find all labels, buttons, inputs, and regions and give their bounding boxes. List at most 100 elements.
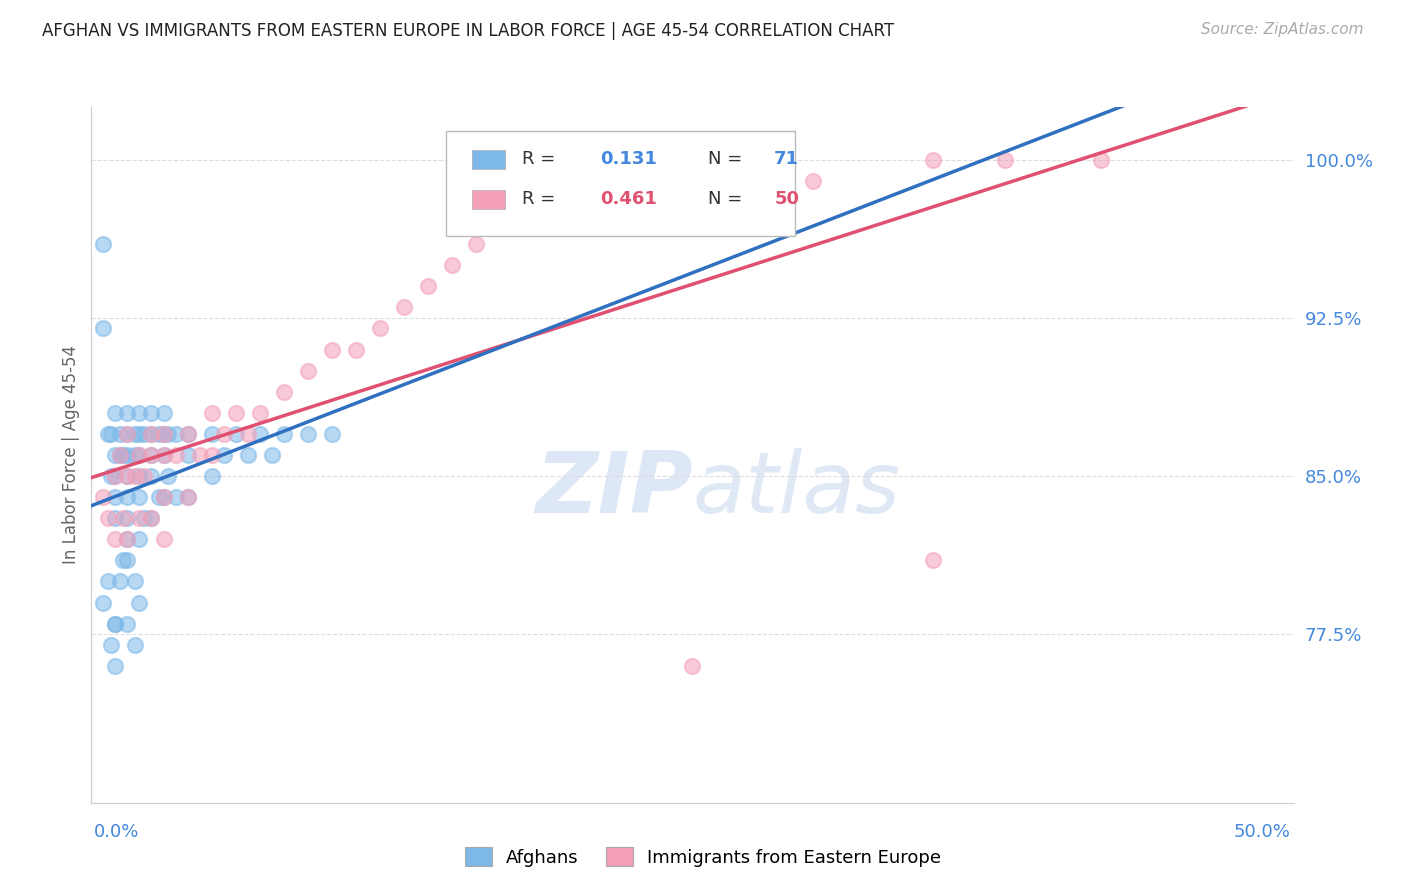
Point bbox=[104, 469, 127, 483]
Point bbox=[93, 321, 115, 335]
Point bbox=[104, 490, 127, 504]
Point bbox=[201, 469, 224, 483]
Point bbox=[141, 448, 163, 462]
Text: ZIP: ZIP bbox=[534, 448, 692, 532]
Point bbox=[128, 490, 150, 504]
Point bbox=[141, 511, 163, 525]
Text: 0.461: 0.461 bbox=[600, 190, 657, 208]
Text: N =: N = bbox=[709, 190, 748, 208]
Point bbox=[104, 406, 127, 420]
Point bbox=[97, 426, 120, 441]
Point bbox=[117, 533, 139, 547]
Point bbox=[176, 490, 198, 504]
Point bbox=[141, 511, 163, 525]
Point bbox=[97, 574, 120, 589]
Point bbox=[124, 469, 146, 483]
Point bbox=[165, 490, 187, 504]
Text: Source: ZipAtlas.com: Source: ZipAtlas.com bbox=[1201, 22, 1364, 37]
Text: 50: 50 bbox=[775, 190, 799, 208]
Point bbox=[225, 426, 247, 441]
Point bbox=[110, 426, 132, 441]
Point bbox=[100, 469, 122, 483]
Point bbox=[416, 279, 439, 293]
Point bbox=[176, 448, 198, 462]
Point bbox=[124, 638, 146, 652]
Point bbox=[201, 406, 224, 420]
Point bbox=[104, 658, 127, 673]
Point bbox=[134, 469, 156, 483]
Point bbox=[104, 469, 127, 483]
Point bbox=[141, 426, 163, 441]
Point bbox=[609, 194, 631, 209]
Point bbox=[201, 426, 224, 441]
Point bbox=[100, 638, 122, 652]
Point bbox=[128, 533, 150, 547]
Point bbox=[100, 426, 122, 441]
Point bbox=[104, 533, 127, 547]
Point bbox=[249, 426, 271, 441]
Text: 0.0%: 0.0% bbox=[94, 822, 139, 840]
Point bbox=[165, 426, 187, 441]
FancyBboxPatch shape bbox=[472, 190, 505, 209]
Point bbox=[117, 533, 139, 547]
Point bbox=[93, 237, 115, 252]
Point bbox=[104, 616, 127, 631]
Text: N =: N = bbox=[709, 150, 748, 169]
Point bbox=[152, 448, 174, 462]
Text: AFGHAN VS IMMIGRANTS FROM EASTERN EUROPE IN LABOR FORCE | AGE 45-54 CORRELATION : AFGHAN VS IMMIGRANTS FROM EASTERN EUROPE… bbox=[42, 22, 894, 40]
Point bbox=[273, 384, 295, 399]
Point bbox=[141, 448, 163, 462]
Point bbox=[93, 595, 115, 609]
Point bbox=[368, 321, 391, 335]
Point bbox=[236, 426, 259, 441]
Point bbox=[236, 448, 259, 462]
Point bbox=[1090, 153, 1112, 167]
Text: atlas: atlas bbox=[692, 448, 900, 532]
Point bbox=[117, 616, 139, 631]
Point bbox=[97, 511, 120, 525]
Point bbox=[157, 469, 180, 483]
Point bbox=[128, 595, 150, 609]
Point bbox=[117, 426, 139, 441]
Point bbox=[128, 511, 150, 525]
Point bbox=[440, 258, 463, 272]
Point bbox=[225, 406, 247, 420]
Point bbox=[212, 426, 235, 441]
Point bbox=[392, 301, 415, 315]
Point bbox=[117, 448, 139, 462]
Point bbox=[141, 406, 163, 420]
Point bbox=[201, 448, 224, 462]
Point bbox=[754, 194, 776, 209]
Point bbox=[128, 426, 150, 441]
Point bbox=[148, 490, 170, 504]
Point bbox=[111, 511, 134, 525]
Legend: Afghans, Immigrants from Eastern Europe: Afghans, Immigrants from Eastern Europe bbox=[457, 840, 949, 874]
Point bbox=[117, 406, 139, 420]
Point bbox=[104, 616, 127, 631]
Point bbox=[104, 448, 127, 462]
Point bbox=[321, 426, 343, 441]
Point bbox=[176, 490, 198, 504]
Point bbox=[117, 469, 139, 483]
Point bbox=[212, 448, 235, 462]
Point bbox=[124, 448, 146, 462]
Point bbox=[134, 511, 156, 525]
Point bbox=[165, 448, 187, 462]
Point bbox=[188, 448, 211, 462]
Point bbox=[128, 469, 150, 483]
Point bbox=[128, 448, 150, 462]
Point bbox=[152, 490, 174, 504]
Point bbox=[297, 426, 319, 441]
Point bbox=[117, 511, 139, 525]
Point bbox=[176, 426, 198, 441]
Point bbox=[176, 426, 198, 441]
FancyBboxPatch shape bbox=[472, 150, 505, 169]
Text: R =: R = bbox=[522, 190, 561, 208]
Point bbox=[111, 448, 134, 462]
Point bbox=[117, 490, 139, 504]
Point bbox=[801, 174, 824, 188]
Point bbox=[124, 574, 146, 589]
Point bbox=[128, 406, 150, 420]
Point bbox=[681, 658, 703, 673]
Point bbox=[93, 490, 115, 504]
